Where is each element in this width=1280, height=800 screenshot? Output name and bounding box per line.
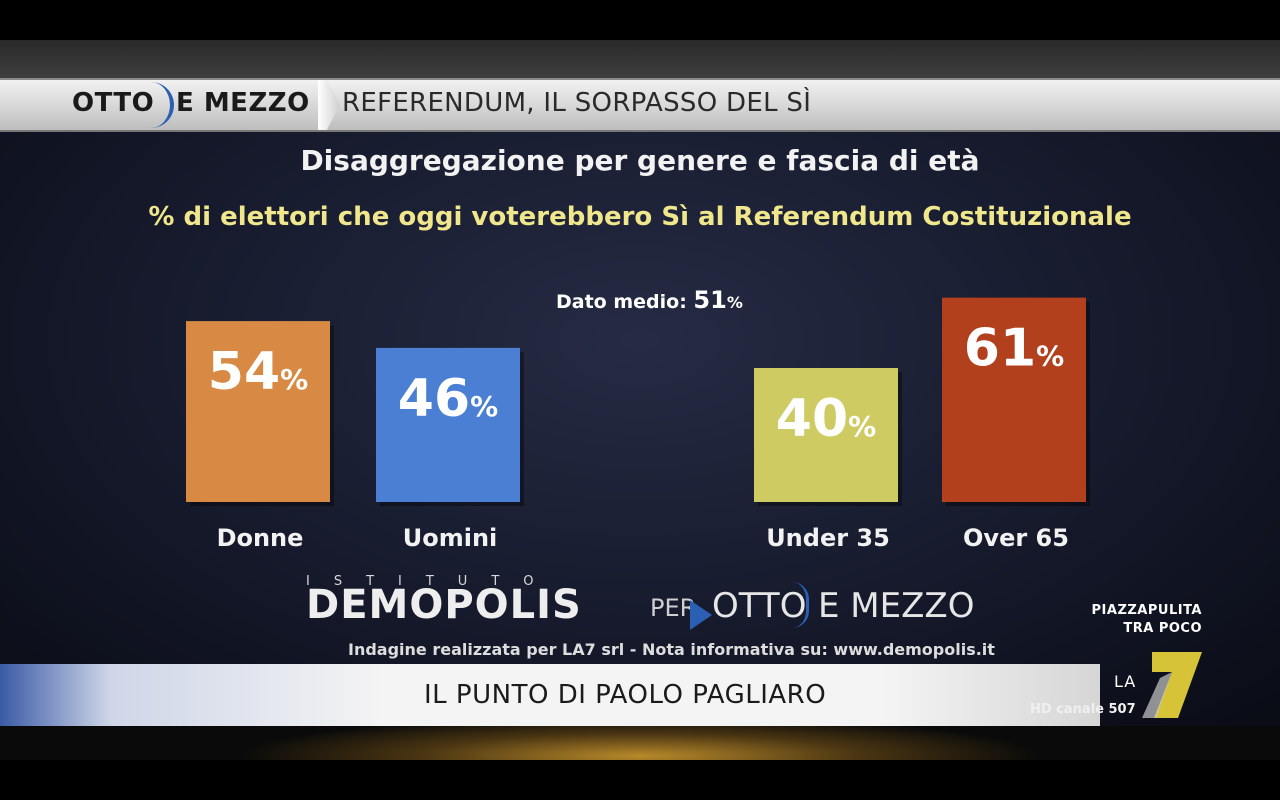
- promo-line-2: TRA POCO: [1123, 621, 1202, 636]
- la7-text: LA: [1114, 672, 1137, 691]
- category-label: Uomini: [403, 524, 498, 552]
- brand-separator-icon: [792, 582, 809, 628]
- header-title: REFERENDUM, IL SORPASSO DEL SÌ: [342, 88, 812, 118]
- data-label: 54%: [208, 342, 308, 402]
- lower-third: [0, 664, 1100, 726]
- source-note: Indagine realizzata per LA7 srl - Nota i…: [348, 640, 995, 659]
- category-label: Over 65: [963, 524, 1069, 552]
- tv-screen: OTTO E MEZZO REFERENDUM, IL SORPASSO DEL…: [0, 40, 1280, 760]
- hd-channel-label: HD canale 507: [1030, 702, 1136, 717]
- istituto-label: ISTITUTO: [306, 574, 558, 589]
- average-suffix: %: [726, 293, 743, 312]
- demopolis-logo: DEMOPOLIS: [306, 582, 582, 628]
- category-label: Under 35: [766, 524, 890, 552]
- data-label: 40%: [776, 389, 876, 449]
- promo-line-1: PIAZZAPULITA: [1091, 603, 1202, 618]
- logo-separator-icon: [150, 82, 174, 128]
- per-label: PER: [650, 594, 697, 622]
- la7-logo-icon: [1142, 652, 1202, 718]
- chart-subtitle: % di elettori che oggi voterebbero Sì al…: [148, 202, 1132, 232]
- data-label: 46%: [398, 369, 498, 429]
- bar-chart: 54% Donne 46% Uomini 40% Under 35 61% Over 65: [186, 297, 1090, 552]
- chart-title: Disaggregazione per genere e fascia di e…: [300, 144, 980, 177]
- average-label: Dato medio:: [556, 291, 687, 313]
- brand-otto: OTTO: [712, 586, 807, 626]
- average-note: Dato medio: 51%: [556, 286, 743, 314]
- average-value: 51: [693, 286, 727, 314]
- bar-over-65: [942, 297, 1086, 502]
- category-label: Donne: [217, 524, 304, 552]
- bar-donne: [186, 321, 330, 502]
- data-label: 61%: [964, 319, 1064, 379]
- logo-mezzo: E MEZZO: [176, 88, 310, 118]
- promo-text: PIAZZAPULITA TRA POCO: [1060, 602, 1202, 638]
- bottom-glow: [0, 726, 1280, 760]
- brand-mezzo: E MEZZO: [818, 586, 975, 626]
- top-strip: [0, 40, 1280, 78]
- lower-third-title: IL PUNTO DI PAOLO PAGLIARO: [424, 680, 827, 710]
- logo-otto: OTTO: [72, 88, 155, 118]
- header-bar: OTTO E MEZZO REFERENDUM, IL SORPASSO DEL…: [0, 78, 1280, 132]
- bar-under-35: [754, 368, 898, 502]
- bar-uomini: [376, 347, 520, 502]
